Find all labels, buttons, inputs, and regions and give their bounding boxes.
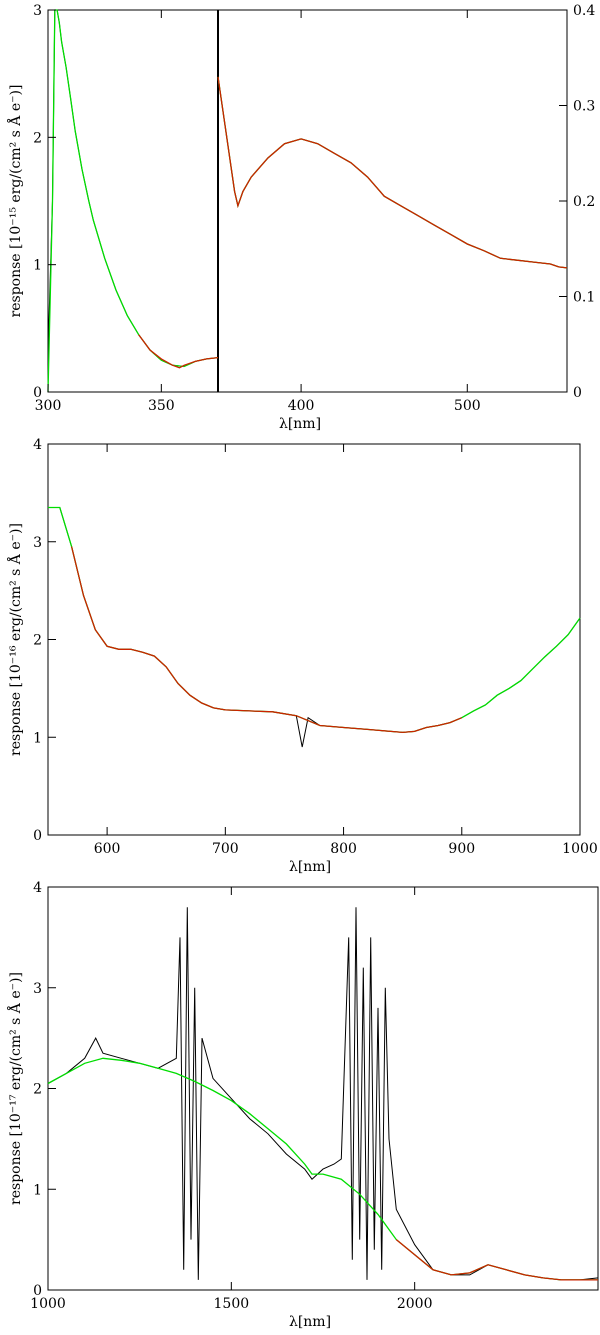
middle-ytick-label: 0 (33, 828, 42, 844)
bottom-series-0 (47, 907, 599, 1281)
top-right-xtick-label: 500 (454, 398, 481, 414)
middle-xtick-label: 1000 (562, 841, 598, 857)
middle-panel-xlabel: λ[nm] (289, 859, 331, 875)
top-right-ytick-label: 0.4 (573, 3, 595, 19)
top-right-ytick-label: 0.3 (573, 99, 595, 115)
middle-panel-frame (47, 443, 581, 836)
top-left-series-2 (138, 334, 219, 369)
middle-ytick-label: 3 (33, 535, 42, 551)
bottom-ytick-label: 4 (33, 880, 42, 896)
top-left-series-0 (47, 9, 219, 368)
bottom-panel-ylabel: response [10⁻¹⁷ erg/(cm² s Å e⁻)] (6, 972, 24, 1205)
bottom-xtick-label: 2000 (397, 1296, 433, 1312)
top-panel-frame (47, 9, 568, 393)
bottom-xtick-label: 1500 (214, 1296, 250, 1312)
top-right-ytick-label: 0.2 (573, 194, 595, 210)
top-left-ytick-label: 2 (33, 130, 42, 146)
bottom-ytick-label: 3 (33, 981, 42, 997)
top-left-xtick-label: 350 (148, 398, 175, 414)
top-right-ytick-label: 0.1 (573, 290, 595, 306)
bottom-ytick-label: 2 (33, 1082, 42, 1098)
top-left-ytick-label: 0 (33, 385, 42, 401)
top-left-ytick-label: 1 (33, 258, 42, 274)
middle-xtick-label: 600 (94, 841, 121, 857)
middle-series-2 (70, 546, 463, 734)
middle-xtick-label: 900 (448, 841, 475, 857)
middle-ytick-label: 1 (33, 730, 42, 746)
top-right-xtick-label: 400 (288, 398, 315, 414)
top-right-ytick-label: 0 (573, 385, 582, 401)
middle-series-1 (48, 506, 581, 734)
top-panel-ylabel: response [10⁻¹⁵ erg/(cm² s Å e⁻)] (6, 85, 24, 318)
top-left-series-1 (47, 9, 219, 393)
bottom-xtick-label: 1000 (30, 1296, 66, 1312)
middle-ytick-label: 4 (33, 437, 42, 453)
middle-panel-ylabel: response [10⁻¹⁶ erg/(cm² s Å e⁻)] (6, 523, 24, 756)
middle-ytick-label: 2 (33, 633, 42, 649)
bottom-panel-frame (47, 886, 599, 1291)
top-right-series-2 (217, 76, 568, 269)
middle-series-0 (48, 507, 581, 748)
middle-xtick-label: 700 (212, 841, 239, 857)
top-left-ytick-label: 3 (33, 3, 42, 19)
bottom-ytick-label: 0 (33, 1283, 42, 1299)
top-right-series-0 (217, 76, 568, 269)
bottom-panel-xlabel: λ[nm] (289, 1314, 331, 1330)
middle-xtick-label: 800 (330, 841, 357, 857)
top-left-xtick-label: 300 (35, 398, 62, 414)
top-panel-xlabel: λ[nm] (279, 416, 321, 432)
top-right-series-1 (217, 76, 568, 269)
bottom-ytick-label: 1 (33, 1182, 42, 1198)
bottom-series-2 (395, 1239, 598, 1281)
